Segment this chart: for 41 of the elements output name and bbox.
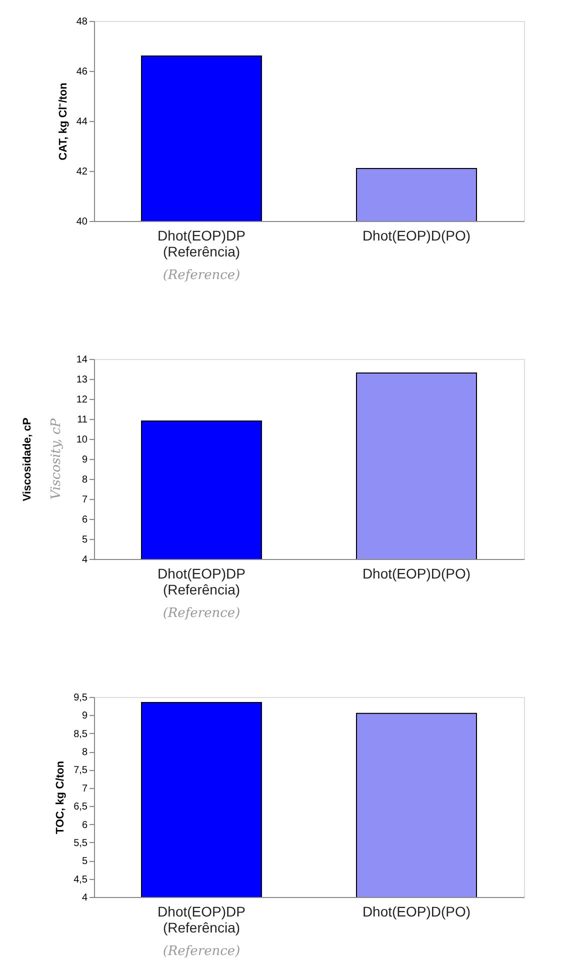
y-tick-label: 44 (76, 116, 88, 128)
y-tick-label: 4,5 (74, 874, 88, 886)
x-tick-label: Dhot(EOP)DP (Referência) (158, 566, 246, 598)
y-tick-label: 8 (82, 747, 88, 758)
y-tick-label: 9,5 (74, 692, 88, 704)
x-tick-label: Dhot(EOP)D(PO) (362, 566, 471, 582)
y-tick-label: 40 (76, 216, 88, 228)
x-tick-label: Dhot(EOP)DP (Referência) (158, 904, 246, 936)
y-tick-label: 4 (82, 554, 88, 566)
y-axis-title: Viscosidade, cP (21, 418, 34, 502)
x-tick-label: Dhot(EOP)DP (Referência) (158, 228, 246, 260)
y-tick-label: 46 (76, 66, 88, 78)
y-tick-label: 9 (82, 454, 88, 466)
y-tick-label: 4 (82, 892, 88, 904)
text: (Reference) (162, 268, 240, 283)
y-tick-label: 6,5 (74, 802, 88, 813)
y-tick-label: 6 (82, 820, 88, 831)
y-tick-label: 5 (82, 856, 88, 868)
y-tick-label: 9 (82, 710, 88, 722)
text: (Reference) (162, 606, 240, 621)
y-tick-label: 7 (82, 783, 88, 794)
x-tick-label: Dhot(EOP)D(PO) (362, 228, 471, 244)
y-tick-label: 5 (82, 534, 88, 546)
x-tick-label: Dhot(EOP)D(PO) (362, 904, 471, 920)
y-tick-label: 10 (76, 434, 88, 446)
text: (Reference) (162, 944, 240, 959)
y-tick-label: 8,5 (74, 728, 88, 740)
y-tick-label: 42 (76, 166, 88, 178)
text: Viscosity, cP (49, 418, 64, 500)
y-tick-label: 5,5 (74, 838, 88, 849)
y-tick-label: 6 (82, 514, 88, 526)
y-axis-title: TOC, kg C/ton (54, 760, 67, 834)
y-axis-title: CAT, kg Cl⁻/ton (57, 82, 70, 160)
y-tick-label: 8 (82, 474, 88, 486)
y-tick-label: 11 (77, 414, 88, 426)
y-tick-label: 12 (76, 394, 88, 406)
y-tick-label: 14 (76, 354, 88, 366)
y-tick-label: 13 (76, 374, 88, 386)
y-tick-label: 7 (82, 494, 88, 506)
y-tick-label: 7,5 (74, 765, 88, 776)
y-tick-label: 48 (76, 16, 88, 28)
